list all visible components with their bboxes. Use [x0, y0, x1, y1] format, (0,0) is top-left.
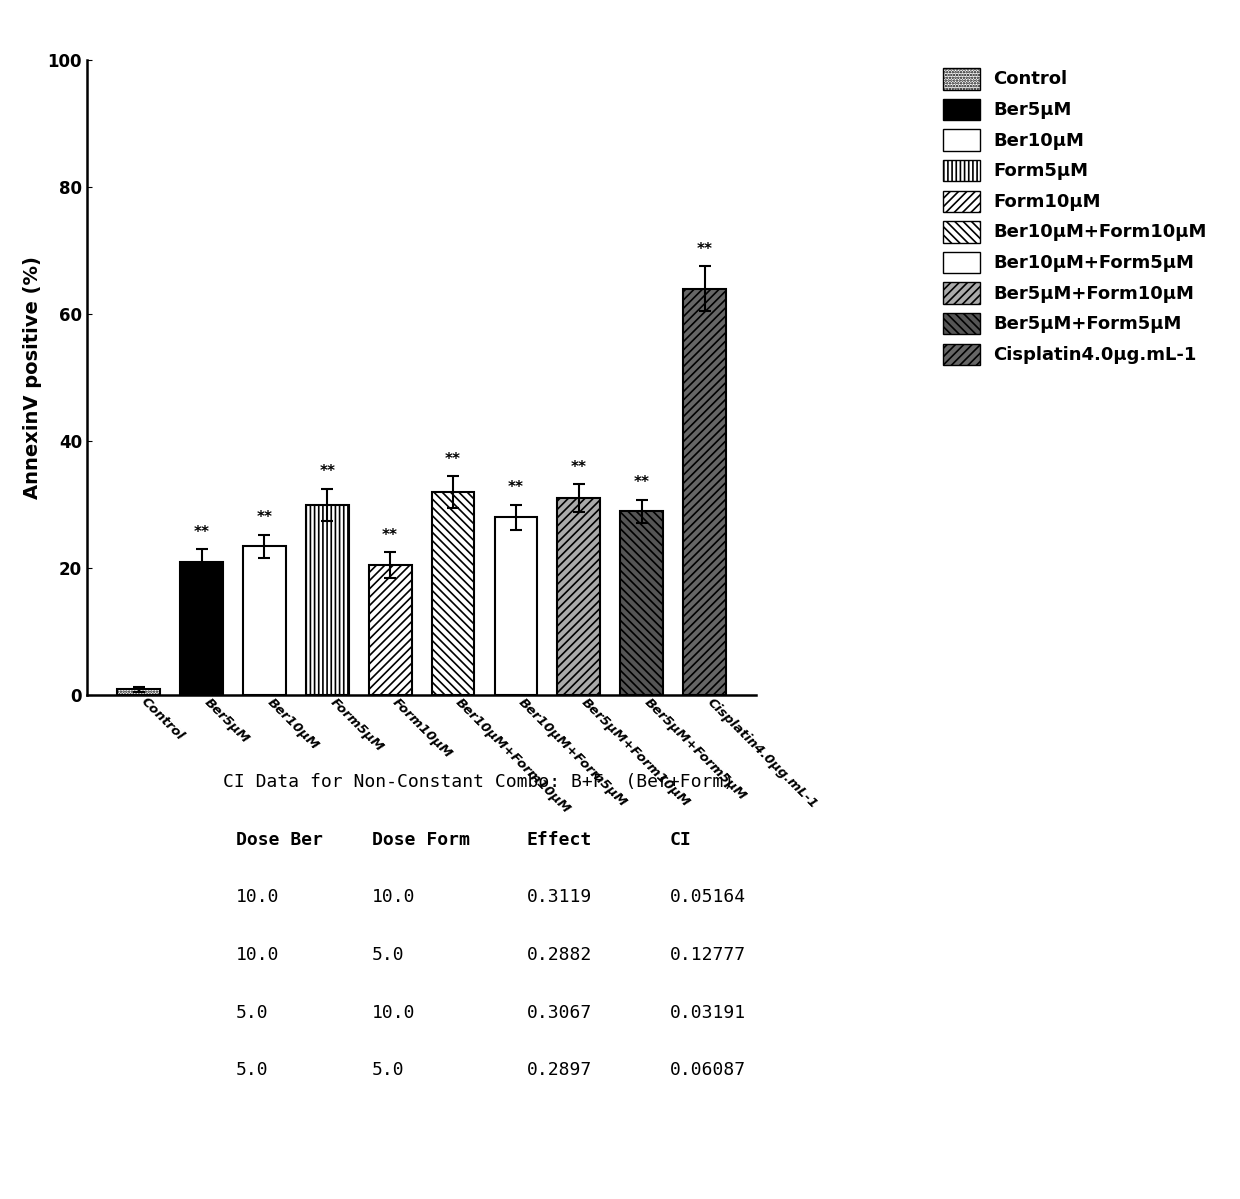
Bar: [368, 565, 412, 695]
Text: 10.0: 10.0: [372, 1004, 415, 1022]
Text: 5.0: 5.0: [236, 1061, 268, 1079]
Text: 10.0: 10.0: [236, 888, 279, 906]
Bar: [432, 492, 475, 695]
Text: 5.0: 5.0: [372, 1061, 404, 1079]
Text: 0.3119: 0.3119: [527, 888, 593, 906]
Text: 10.0: 10.0: [372, 888, 415, 906]
Text: **: **: [319, 464, 335, 480]
Text: 0.12777: 0.12777: [670, 946, 745, 964]
Bar: [243, 546, 285, 695]
Text: 0.05164: 0.05164: [670, 888, 745, 906]
Bar: [495, 518, 537, 695]
Text: **: **: [445, 452, 461, 466]
Text: 5.0: 5.0: [372, 946, 404, 964]
Bar: [118, 689, 160, 695]
Text: **: **: [382, 528, 398, 543]
Text: CI Data for Non-Constant Combo: B+F  (Ber+Form): CI Data for Non-Constant Combo: B+F (Ber…: [223, 773, 734, 791]
Bar: [180, 562, 223, 695]
Text: **: **: [634, 475, 650, 490]
Text: 0.06087: 0.06087: [670, 1061, 745, 1079]
Text: 10.0: 10.0: [236, 946, 279, 964]
Text: **: **: [508, 481, 525, 495]
Bar: [306, 505, 348, 695]
Text: 5.0: 5.0: [236, 1004, 268, 1022]
Text: **: **: [193, 525, 210, 540]
Text: CI: CI: [670, 831, 692, 849]
Text: 0.2882: 0.2882: [527, 946, 593, 964]
Text: Dose Form: Dose Form: [372, 831, 470, 849]
Text: **: **: [570, 460, 587, 475]
Text: **: **: [697, 242, 713, 257]
Text: **: **: [257, 510, 273, 525]
Bar: [558, 499, 600, 695]
Text: Dose Ber: Dose Ber: [236, 831, 322, 849]
Bar: [683, 289, 725, 695]
Bar: [620, 511, 663, 695]
Text: 0.3067: 0.3067: [527, 1004, 593, 1022]
Y-axis label: AnnexinV positive (%): AnnexinV positive (%): [22, 257, 42, 499]
Text: Effect: Effect: [527, 831, 593, 849]
Legend: Control, Ber5μM, Ber10μM, Form5μM, Form10μM, Ber10μM+Form10μM, Ber10μM+Form5μM, : Control, Ber5μM, Ber10μM, Form5μM, Form1…: [944, 68, 1207, 364]
Text: 0.2897: 0.2897: [527, 1061, 593, 1079]
Text: 0.03191: 0.03191: [670, 1004, 745, 1022]
